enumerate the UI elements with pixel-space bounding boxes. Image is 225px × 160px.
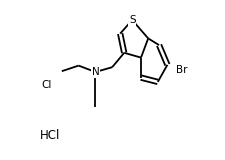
Text: Br: Br [176, 65, 187, 75]
Text: S: S [128, 15, 135, 25]
Text: Cl: Cl [41, 80, 52, 90]
Text: HCl: HCl [40, 129, 60, 142]
Text: N: N [91, 67, 99, 77]
